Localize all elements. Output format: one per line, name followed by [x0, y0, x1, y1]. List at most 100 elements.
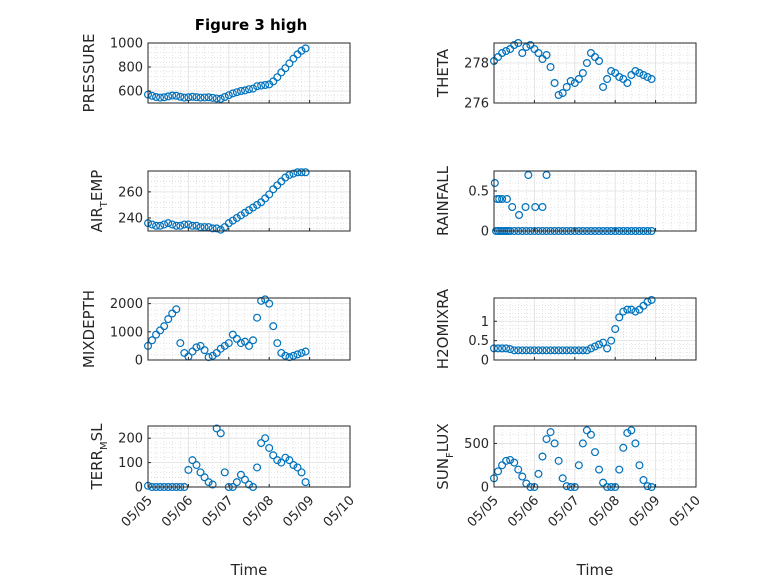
- data-point: [232, 334, 241, 343]
- data-point: [627, 305, 636, 314]
- data-point: [204, 223, 213, 232]
- data-point: [236, 86, 245, 95]
- data-point: [224, 339, 233, 348]
- data-point: [253, 313, 262, 322]
- data-point: [639, 70, 648, 79]
- data-point: [192, 93, 201, 102]
- data-point: [261, 434, 270, 443]
- data-point: [293, 463, 302, 472]
- data-point: [566, 346, 575, 355]
- data-point: [184, 220, 193, 229]
- data-point: [538, 203, 547, 212]
- x-tick-label: 05/06: [159, 493, 196, 530]
- data-point: [249, 84, 258, 93]
- data-point: [595, 465, 604, 474]
- data-point: [510, 346, 519, 355]
- data-point: [176, 221, 185, 230]
- axes-box: [493, 42, 697, 104]
- axes-box: [147, 425, 351, 488]
- data-point: [200, 473, 209, 482]
- data-point: [301, 44, 310, 53]
- data-point: [269, 322, 278, 331]
- data-point: [631, 66, 640, 75]
- y-tick-label: 240: [118, 211, 143, 226]
- y-tick-label: 1000: [110, 325, 143, 340]
- data-point: [647, 295, 656, 304]
- data-point: [196, 223, 205, 232]
- y-axis-label: THETA: [434, 48, 452, 98]
- y-tick-label: 0: [135, 354, 143, 369]
- data-point: [152, 221, 161, 230]
- data-point: [289, 461, 298, 470]
- y-axis-label: PRESSURE: [80, 34, 98, 113]
- data-point: [212, 224, 221, 233]
- data-point: [232, 478, 241, 487]
- data-point: [240, 86, 249, 95]
- data-point: [176, 92, 185, 101]
- data-point: [538, 452, 547, 461]
- data-point: [164, 92, 173, 101]
- data-point: [607, 336, 616, 345]
- data-point: [582, 426, 591, 435]
- data-point: [530, 44, 539, 53]
- data-point: [586, 430, 595, 439]
- data-point: [506, 44, 515, 53]
- data-point: [168, 91, 177, 100]
- data-point: [160, 220, 169, 229]
- data-point: [550, 78, 559, 87]
- data-point: [273, 456, 282, 465]
- data-point: [595, 340, 604, 349]
- data-point: [510, 40, 519, 49]
- data-point: [599, 82, 608, 91]
- y-axis-label: AIRTEMP: [88, 170, 110, 233]
- subplot-2: 276 278 THETA: [434, 38, 697, 112]
- data-point: [566, 76, 575, 85]
- axes-frame: [493, 42, 697, 104]
- subplot-1: 600 800 1000 PRESSURE: [80, 34, 351, 113]
- x-tick-label: 05/05: [119, 493, 156, 530]
- y-tick-label: 1000: [110, 37, 143, 52]
- data-point: [562, 482, 571, 491]
- data-point: [643, 482, 652, 491]
- data-point: [265, 299, 274, 308]
- data-point: [257, 81, 266, 90]
- data-point: [590, 448, 599, 457]
- data-point: [631, 439, 640, 448]
- data-point: [232, 213, 241, 222]
- data-point: [188, 456, 197, 465]
- data-point: [156, 326, 165, 335]
- data-point: [297, 468, 306, 477]
- data-point: [200, 346, 209, 355]
- data-point: [574, 461, 583, 470]
- data-point: [228, 216, 237, 225]
- data-point: [281, 64, 290, 73]
- data-point: [196, 468, 205, 477]
- data-point: [172, 305, 181, 314]
- axes-frame: [147, 425, 351, 488]
- data-point: [277, 68, 286, 77]
- data-point: [619, 307, 628, 316]
- y-tick-label: 260: [118, 185, 143, 200]
- data-point: [534, 48, 543, 57]
- data-point: [518, 346, 527, 355]
- y-tick-label: 0: [481, 225, 489, 240]
- subplot-4: 0 0.5 RAINFALL: [434, 165, 697, 240]
- data-point: [240, 208, 249, 217]
- data-point: [220, 468, 229, 477]
- data-point: [188, 347, 197, 356]
- data-point: [293, 350, 302, 359]
- data-point: [277, 458, 286, 467]
- data-point: [172, 221, 181, 230]
- data-point: [619, 443, 628, 452]
- data-point: [558, 346, 567, 355]
- data-point: [180, 93, 189, 102]
- data-point: [236, 211, 245, 220]
- data-point: [498, 48, 507, 57]
- data-point: [273, 339, 282, 348]
- subplot-8: 0 500 05/05 05/06 05/07 05/08 05/09 05/10 Time SU…: [434, 423, 704, 579]
- data-point: [599, 478, 608, 487]
- data-point: [289, 169, 298, 178]
- data-point: [586, 48, 595, 57]
- data-point: [578, 68, 587, 77]
- data-point: [514, 346, 523, 355]
